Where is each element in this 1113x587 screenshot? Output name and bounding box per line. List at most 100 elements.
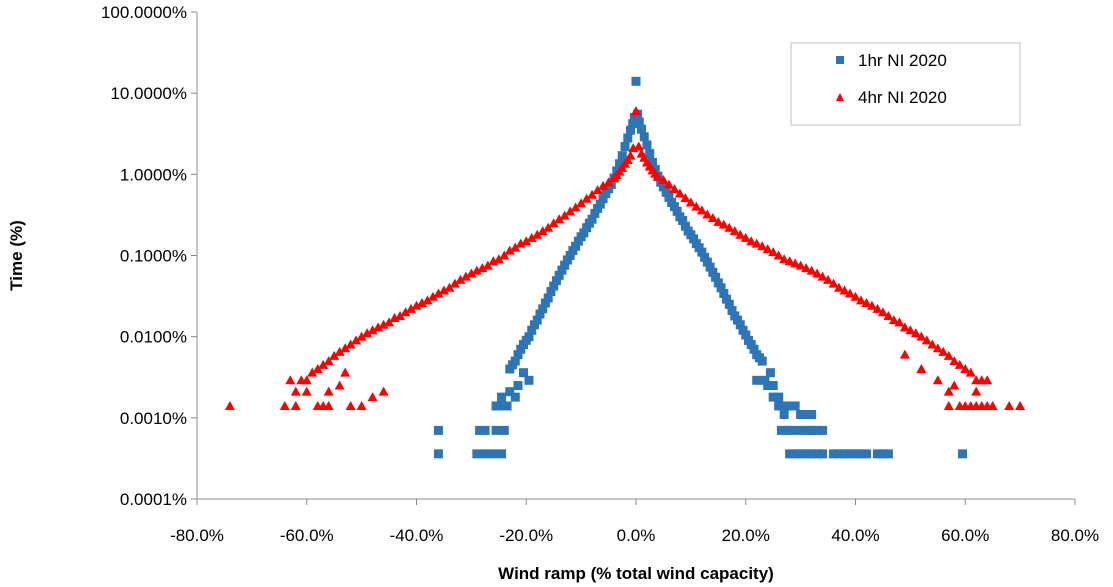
point-1hr (661, 187, 671, 197)
point-4hr (916, 363, 927, 373)
y-tick-label: 100.0000% (101, 3, 187, 22)
point-4hr (823, 274, 834, 284)
point-4hr (356, 331, 367, 341)
point-4hr (455, 274, 466, 284)
point-4hr (334, 380, 345, 390)
point-1hr (958, 449, 968, 459)
point-4hr (839, 285, 850, 295)
point-4hr (537, 226, 548, 236)
point-1hr (513, 381, 523, 391)
point-4hr (367, 325, 378, 335)
point-4hr (565, 206, 576, 216)
point-1hr (694, 243, 704, 253)
x-tick-label: 0.0% (617, 526, 656, 545)
point-4hr (982, 375, 993, 385)
point-4hr (663, 179, 674, 189)
point-4hr (691, 201, 702, 211)
point-4hr (834, 282, 845, 292)
y-tick-label: 1.0000% (120, 165, 187, 184)
point-1hr (510, 392, 520, 402)
point-1hr (702, 257, 712, 267)
point-1hr (543, 293, 553, 303)
point-4hr (932, 343, 943, 353)
point-4hr (406, 303, 417, 313)
point-1hr (878, 449, 888, 459)
x-tick-label: 80.0% (1051, 526, 1099, 545)
point-4hr (812, 268, 823, 278)
point-1hr (557, 265, 567, 275)
point-4hr (965, 367, 976, 377)
x-tick-label: -40.0% (390, 526, 444, 545)
point-4hr (510, 242, 521, 252)
point-4hr (899, 322, 910, 332)
point-4hr (751, 238, 762, 248)
series-1hr (433, 76, 968, 459)
point-4hr (762, 244, 773, 254)
point-1hr (562, 255, 572, 265)
point-4hr (724, 222, 735, 232)
legend-label-1hr: 1hr NI 2020 (858, 51, 947, 70)
point-4hr (515, 238, 526, 248)
point-1hr (513, 350, 523, 360)
point-4hr (334, 346, 345, 356)
point-4hr (729, 226, 740, 236)
point-1hr (631, 76, 641, 86)
point-4hr (773, 250, 784, 260)
point-4hr (768, 247, 779, 257)
point-4hr (340, 367, 351, 377)
point-4hr (674, 188, 685, 198)
point-4hr (971, 386, 982, 396)
point-1hr (593, 203, 603, 213)
point-1hr (763, 381, 773, 391)
point-4hr (960, 363, 971, 373)
point-4hr (499, 250, 510, 260)
point-1hr (689, 234, 699, 244)
point-1hr (672, 206, 682, 216)
point-4hr (581, 193, 592, 203)
point-4hr (628, 143, 639, 153)
point-1hr (497, 392, 507, 402)
point-4hr (877, 307, 888, 317)
point-1hr (845, 449, 855, 459)
point-4hr (345, 400, 356, 410)
point-4hr (482, 260, 493, 270)
point-4hr (943, 350, 954, 360)
point-4hr (323, 386, 334, 396)
point-4hr (438, 285, 449, 295)
point-4hr (543, 222, 554, 232)
point-1hr (785, 449, 795, 459)
point-1hr (546, 287, 556, 297)
point-4hr (718, 219, 729, 229)
point-4hr (855, 295, 866, 305)
point-4hr (532, 229, 543, 239)
point-4hr (954, 359, 965, 369)
point-4hr (488, 256, 499, 266)
point-4hr (329, 350, 340, 360)
point-4hr (598, 180, 609, 190)
point-1hr (491, 425, 501, 435)
point-4hr (504, 245, 515, 255)
point-4hr (872, 303, 883, 313)
point-4hr (888, 315, 899, 325)
point-1hr (639, 132, 649, 142)
point-4hr (416, 297, 427, 307)
point-1hr (604, 184, 614, 194)
point-1hr (529, 320, 539, 330)
point-1hr (535, 309, 545, 319)
point-4hr (696, 205, 707, 215)
point-4hr (806, 265, 817, 275)
point-4hr (609, 173, 620, 183)
y-tick-label: 0.0001% (120, 490, 187, 509)
point-1hr (480, 449, 490, 459)
y-tick-label: 10.0000% (110, 84, 187, 103)
point-4hr (422, 295, 433, 305)
point-4hr (894, 317, 905, 327)
point-4hr (790, 258, 801, 268)
point-1hr (551, 276, 561, 286)
point-1hr (519, 368, 529, 378)
point-4hr (493, 254, 504, 264)
point-4hr (795, 260, 806, 270)
point-1hr (491, 401, 501, 411)
point-1hr (812, 425, 822, 435)
legend-marker-4hr (836, 93, 844, 101)
